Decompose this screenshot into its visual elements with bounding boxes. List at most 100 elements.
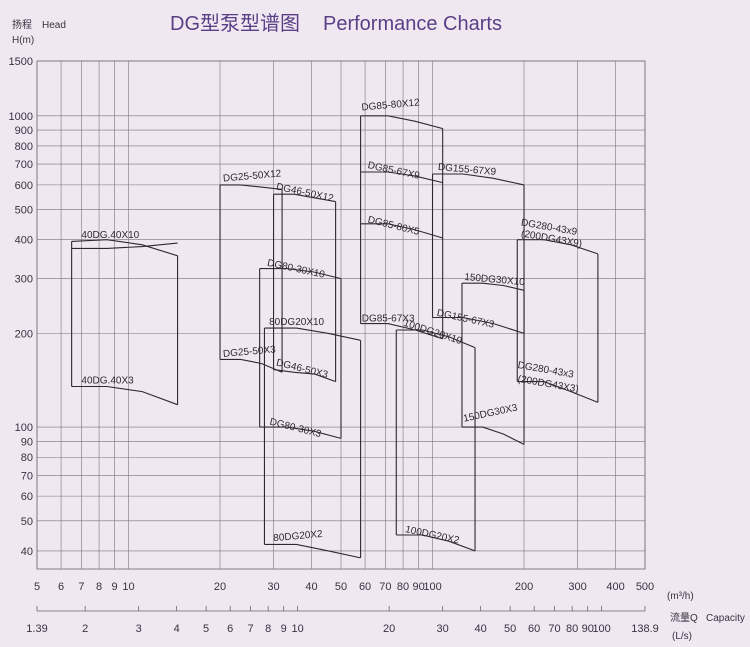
x-tick-label-m3h: 300 bbox=[568, 581, 586, 593]
pump-curve bbox=[71, 239, 178, 257]
x-tick-label-m3h: 90 bbox=[412, 581, 424, 593]
pump-curve bbox=[273, 369, 336, 383]
curve-label: DG80-30X10 bbox=[266, 258, 326, 281]
x-tick-label-ls: 5 bbox=[203, 623, 209, 635]
x-tick-label-ls: 1.39 bbox=[26, 623, 47, 635]
y-tick-label: 900 bbox=[15, 125, 33, 137]
x-tick-label-ls: 70 bbox=[548, 623, 560, 635]
curve-label: DG155-67X3 bbox=[436, 308, 496, 331]
x-tick-label-m3h: 8 bbox=[96, 581, 102, 593]
x-axis-label-cn: 流量Q bbox=[670, 611, 698, 624]
y-tick-label: 1500 bbox=[9, 56, 33, 68]
curve-label: DG85-80X5 bbox=[367, 215, 421, 239]
curve-label: 40DG.40X10 bbox=[81, 230, 139, 241]
chart-title-cn: DG型泵型谱图 bbox=[170, 12, 300, 35]
curve-label: DG85-67X3 bbox=[362, 314, 415, 325]
pump-curve bbox=[360, 223, 443, 239]
curve-label: 150DG30X3 bbox=[462, 402, 519, 424]
x-tick-label-m3h: 40 bbox=[305, 581, 317, 593]
curve-label: 40DG.40X3 bbox=[81, 376, 134, 387]
pump-curve bbox=[360, 171, 443, 184]
curve-label: DG85-80X12 bbox=[361, 97, 421, 113]
x-tick-label-m3h: 60 bbox=[359, 581, 371, 593]
y-axis-unit: H(m) bbox=[12, 35, 34, 46]
y-tick-label: 80 bbox=[21, 452, 33, 464]
curve-label: DG155-67X9 bbox=[437, 162, 497, 178]
pump-curve bbox=[462, 282, 525, 291]
x-tick-label-ls: 100 bbox=[592, 623, 610, 635]
pump-curve bbox=[360, 115, 443, 130]
y-tick-label: 40 bbox=[21, 546, 33, 558]
x-tick-label-m3h: 80 bbox=[397, 581, 409, 593]
x-tick-label-m3h: 400 bbox=[606, 581, 624, 593]
pump-curve bbox=[259, 426, 342, 439]
x-tick-label-m3h: 20 bbox=[214, 581, 226, 593]
x-tick-label-m3h: 100 bbox=[423, 581, 441, 593]
y-tick-label: 1000 bbox=[9, 111, 33, 123]
y-tick-label: 400 bbox=[15, 235, 33, 247]
x-tick-label-ls: 4 bbox=[174, 623, 180, 635]
x-axis-unit-ls: (L/s) bbox=[672, 631, 692, 642]
y-tick-label: 50 bbox=[21, 516, 33, 528]
x-tick-label-m3h: 50 bbox=[335, 581, 347, 593]
pump-curve bbox=[432, 316, 525, 334]
x-tick-label-ls: 3 bbox=[136, 623, 142, 635]
axis-ticks: 1500100090080070060050040030020010090807… bbox=[9, 56, 659, 635]
curve-label: DG80-30X3 bbox=[268, 417, 322, 441]
pump-curve bbox=[273, 193, 336, 203]
y-tick-label: 100 bbox=[15, 422, 33, 434]
y-tick-label: 600 bbox=[15, 180, 33, 192]
curve-label: DG46-50X3 bbox=[275, 357, 329, 381]
y-tick-label: 90 bbox=[21, 436, 33, 448]
pump-curve bbox=[71, 242, 178, 249]
x-tick-label-m3h: 70 bbox=[379, 581, 391, 593]
x-tick-label-m3h: 500 bbox=[636, 581, 654, 593]
curve-label: 80DG20X10 bbox=[269, 317, 324, 328]
pump-curve bbox=[220, 184, 283, 190]
chart-title-en: Performance Charts bbox=[323, 13, 502, 35]
x-tick-label-m3h: 5 bbox=[34, 581, 40, 593]
x-tick-label-ls: 20 bbox=[383, 623, 395, 635]
pump-curve bbox=[264, 327, 361, 341]
y-axis-label-en: Head bbox=[42, 20, 66, 31]
y-tick-label: 70 bbox=[21, 470, 33, 482]
x-axis-unit-m3h: (m³/h) bbox=[667, 591, 694, 602]
curve-label: 80DG20X2 bbox=[273, 529, 324, 544]
x-tick-label-ls: 138.9 bbox=[631, 623, 659, 635]
y-axis-label-cn: 扬程 bbox=[12, 18, 32, 31]
pump-curve bbox=[264, 543, 361, 559]
y-tick-label: 800 bbox=[15, 141, 33, 153]
x-tick-label-ls: 9 bbox=[281, 623, 287, 635]
x-tick-label-m3h: 7 bbox=[78, 581, 84, 593]
pump-curve bbox=[71, 385, 178, 406]
x-tick-label-m3h: 6 bbox=[58, 581, 64, 593]
pump-curve bbox=[360, 323, 443, 340]
x-tick-label-m3h: 9 bbox=[112, 581, 118, 593]
x-tick-label-m3h: 30 bbox=[267, 581, 279, 593]
x-tick-label-ls: 80 bbox=[566, 623, 578, 635]
x-tick-label-ls: 40 bbox=[475, 623, 487, 635]
x-tick-label-ls: 7 bbox=[247, 623, 253, 635]
x-tick-label-m3h: 200 bbox=[515, 581, 533, 593]
pump-curve bbox=[462, 426, 525, 445]
pump-curve bbox=[432, 173, 525, 186]
y-tick-label: 60 bbox=[21, 491, 33, 503]
pump-curve bbox=[396, 534, 476, 552]
pump-curve bbox=[220, 358, 283, 373]
x-tick-label-ls: 90 bbox=[582, 623, 594, 635]
pump-curve bbox=[517, 239, 599, 255]
y-tick-label: 200 bbox=[15, 328, 33, 340]
pump-curve bbox=[517, 381, 599, 403]
curve-label: DG25-50X3 bbox=[223, 344, 277, 360]
x-tick-label-ls: 2 bbox=[82, 623, 88, 635]
x-tick-label-ls: 30 bbox=[437, 623, 449, 635]
x-tick-label-ls: 8 bbox=[265, 623, 271, 635]
y-tick-label: 500 bbox=[15, 205, 33, 217]
x-tick-label-ls: 60 bbox=[528, 623, 540, 635]
x-tick-label-m3h: 10 bbox=[122, 581, 134, 593]
x-tick-label-ls: 10 bbox=[292, 623, 304, 635]
x-axis-label-en: Capacity bbox=[706, 613, 745, 624]
curve-label: DG85-67X9 bbox=[367, 160, 421, 182]
curve-label: 150DG30X10 bbox=[464, 272, 526, 288]
